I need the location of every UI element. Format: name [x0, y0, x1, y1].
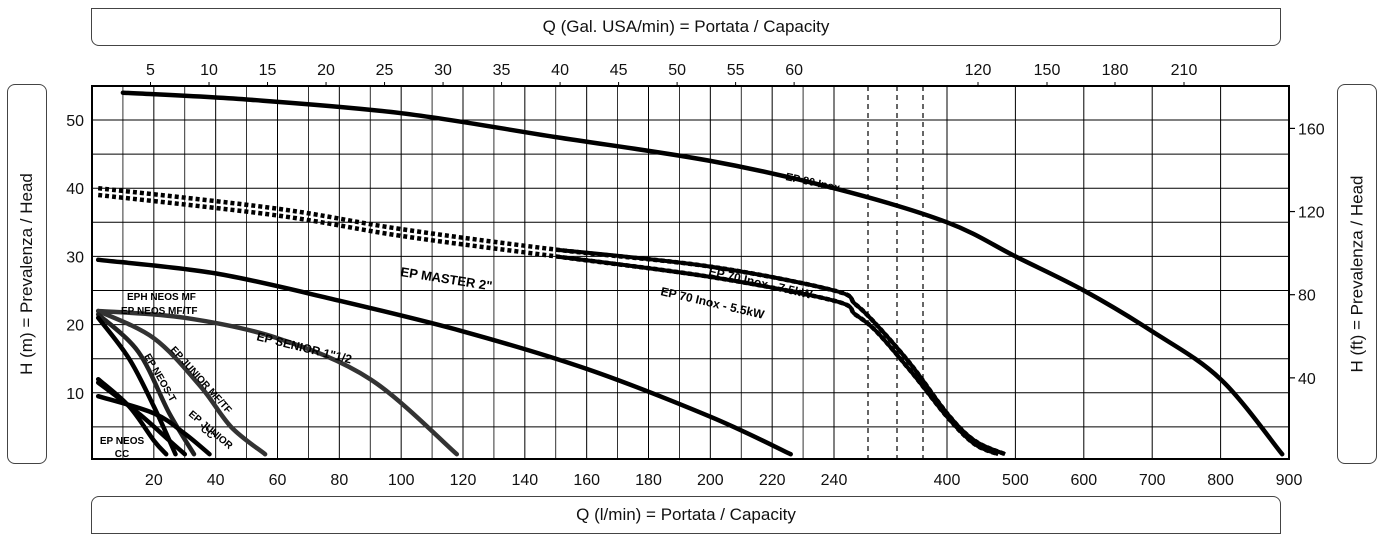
x-tick-label: 800	[1207, 472, 1234, 489]
bottom-axis-title: Q (l/min) = Portata / Capacity	[576, 505, 796, 524]
x-tick-label: 600	[1070, 472, 1097, 489]
right-axis-title-box: H (ft) = Prevalenza / Head	[1337, 84, 1377, 464]
x-tick-label: 240	[821, 472, 848, 489]
x-top-tick-label: 45	[610, 62, 628, 79]
x-top-tick-label: 180	[1102, 62, 1129, 79]
y-tick-label: 30	[66, 249, 84, 266]
curve-ep-junior-mf-tf	[95, 315, 178, 457]
left-axis-title-box: H (m) = Prevalenza / Head	[7, 84, 47, 464]
curve-label: EP NEOS MF/TF	[121, 306, 198, 317]
x-tick-label: 140	[511, 472, 538, 489]
x-tick-label: 700	[1139, 472, 1166, 489]
x-top-tick-label: 150	[1034, 62, 1061, 79]
x-tick-label: 900	[1276, 472, 1303, 489]
x-tick-label: 180	[635, 472, 662, 489]
x-top-tick-label: 5	[146, 62, 155, 79]
x-top-tick-label: 210	[1171, 62, 1198, 79]
plot-frame	[91, 85, 1290, 460]
x-tick-label: 200	[697, 472, 724, 489]
x-tick-label: 20	[145, 472, 163, 489]
curve-label: EP JUNIOR MF/TF	[168, 345, 234, 416]
curve-label: EP MASTER 2"	[400, 264, 494, 293]
x-tick-label: 100	[388, 472, 415, 489]
top-axis-title: Q (Gal. USA/min) = Portata / Capacity	[542, 17, 830, 36]
y-right-tick-label: 160	[1298, 121, 1325, 138]
curve-layer	[95, 90, 1285, 457]
curve-ep-70-inox-7-5kw-dotted	[97, 185, 1007, 457]
x-tick-labels: 20 40 60 80 100 120 140 160 180 200 220 240 400 500 60…	[145, 472, 1303, 489]
y-right-tick-label: 120	[1298, 205, 1325, 222]
curve-label: EPH NEOS MF	[127, 292, 196, 303]
x-tick-label: 220	[759, 472, 786, 489]
x-top-tick-labels: 5 10 15 20 25 30 35 40 45 50 55 60 120 150 180 210	[146, 62, 1197, 86]
curve-label: EP 70 Inox - 5.5kW	[659, 284, 766, 322]
x-tick-label: 80	[330, 472, 348, 489]
x-tick-label: 40	[207, 472, 225, 489]
curve-label: EP 80 Inox	[784, 171, 842, 194]
y-tick-label: 50	[66, 113, 84, 130]
curve-ep-senior-1-1-2	[95, 308, 460, 457]
x-tick-label: 500	[1002, 472, 1029, 489]
x-top-tick-label: 40	[551, 62, 569, 79]
x-tick-label: 400	[934, 472, 961, 489]
x-tick-label: 160	[573, 472, 600, 489]
top-axis-title-box: Q (Gal. USA/min) = Portata / Capacity	[91, 8, 1281, 46]
x-top-tick-label: 30	[434, 62, 452, 79]
curve-ep-70-inox-5-5kw	[555, 254, 1000, 457]
curve-ep-neos-cc	[95, 376, 169, 457]
curve-ep-neos-mf-tf	[95, 312, 197, 457]
x-top-tick-label: 60	[785, 62, 803, 79]
x-top-tick-label: 50	[668, 62, 686, 79]
x-top-tick-label: 35	[493, 62, 511, 79]
x-top-tick-label: 10	[200, 62, 218, 79]
y-right-tick-labels: 40 80 120 160	[1289, 121, 1325, 388]
x-top-tick-label: 20	[317, 62, 335, 79]
curve-label: CC	[115, 449, 129, 460]
dashed-guides	[867, 86, 924, 459]
y-right-tick-label: 40	[1298, 371, 1316, 388]
x-top-tick-label: 15	[259, 62, 277, 79]
y-tick-label: 20	[66, 318, 84, 335]
x-top-tick-label: 120	[965, 62, 992, 79]
y-right-tick-label: 80	[1298, 288, 1316, 305]
x-top-tick-label: 55	[727, 62, 745, 79]
curve-ep-master-2	[95, 257, 793, 457]
x-tick-label: 120	[450, 472, 477, 489]
x-tick-label: 60	[269, 472, 287, 489]
curve-label: EP NEOS	[100, 436, 145, 447]
curve-eph-neos-mf	[95, 308, 268, 457]
x-top-tick-label: 25	[376, 62, 394, 79]
curve-ep-80-inox	[120, 90, 1285, 457]
y-tick-label: 10	[66, 386, 84, 403]
y-tick-label: 40	[66, 181, 84, 198]
y-tick-labels: 10 20 30 40 50	[66, 113, 84, 403]
